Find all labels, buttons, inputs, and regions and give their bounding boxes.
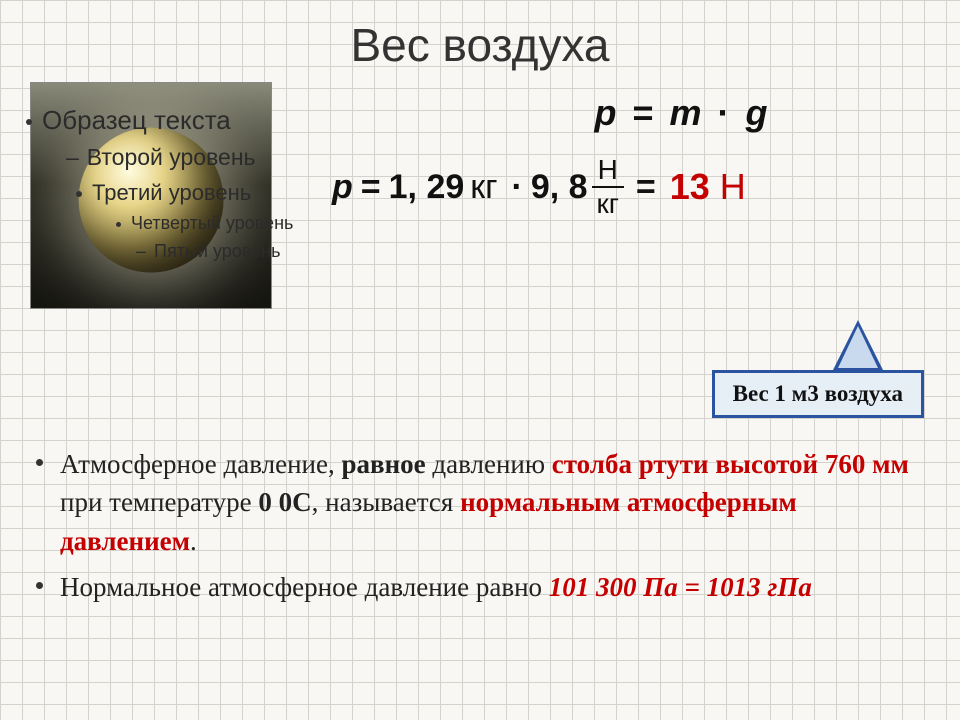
body-text: Атмосферное давление, равное давлению ст…	[30, 445, 910, 614]
callout: Вес 1 м3 воздуха	[712, 320, 924, 418]
page-title: Вес воздуха	[0, 0, 960, 72]
outline-level-5: –Пятый уровень	[136, 238, 293, 266]
callout-arrow-icon	[832, 320, 884, 372]
formula-general: p = m · g	[332, 92, 930, 134]
fraction-unit: Н кг	[592, 156, 624, 218]
definition-paragraph: Атмосферное давление, равное давлению ст…	[30, 445, 910, 560]
outline-level-2: –Второй уровень	[66, 140, 293, 176]
outline-level-1: Образец текста	[26, 100, 293, 140]
formula-area: p = m · g p = 1, 29 кг · 9, 8 Н кг = 13	[272, 82, 930, 218]
value-paragraph: Нормальное атмосферное давление равно 10…	[30, 568, 910, 606]
placeholder-outline: Образец текста –Второй уровень Третий ур…	[16, 100, 293, 266]
outline-level-4: Четвертый уровень	[116, 210, 293, 238]
outline-level-3: Третий уровень	[76, 176, 293, 210]
formula-numeric: p = 1, 29 кг · 9, 8 Н кг = 13 Н	[332, 156, 930, 218]
formula-result: 13 Н	[670, 166, 746, 208]
slide-content: Вес воздуха Образец текста –Второй урове…	[0, 0, 960, 720]
callout-box: Вес 1 м3 воздуха	[712, 370, 924, 418]
